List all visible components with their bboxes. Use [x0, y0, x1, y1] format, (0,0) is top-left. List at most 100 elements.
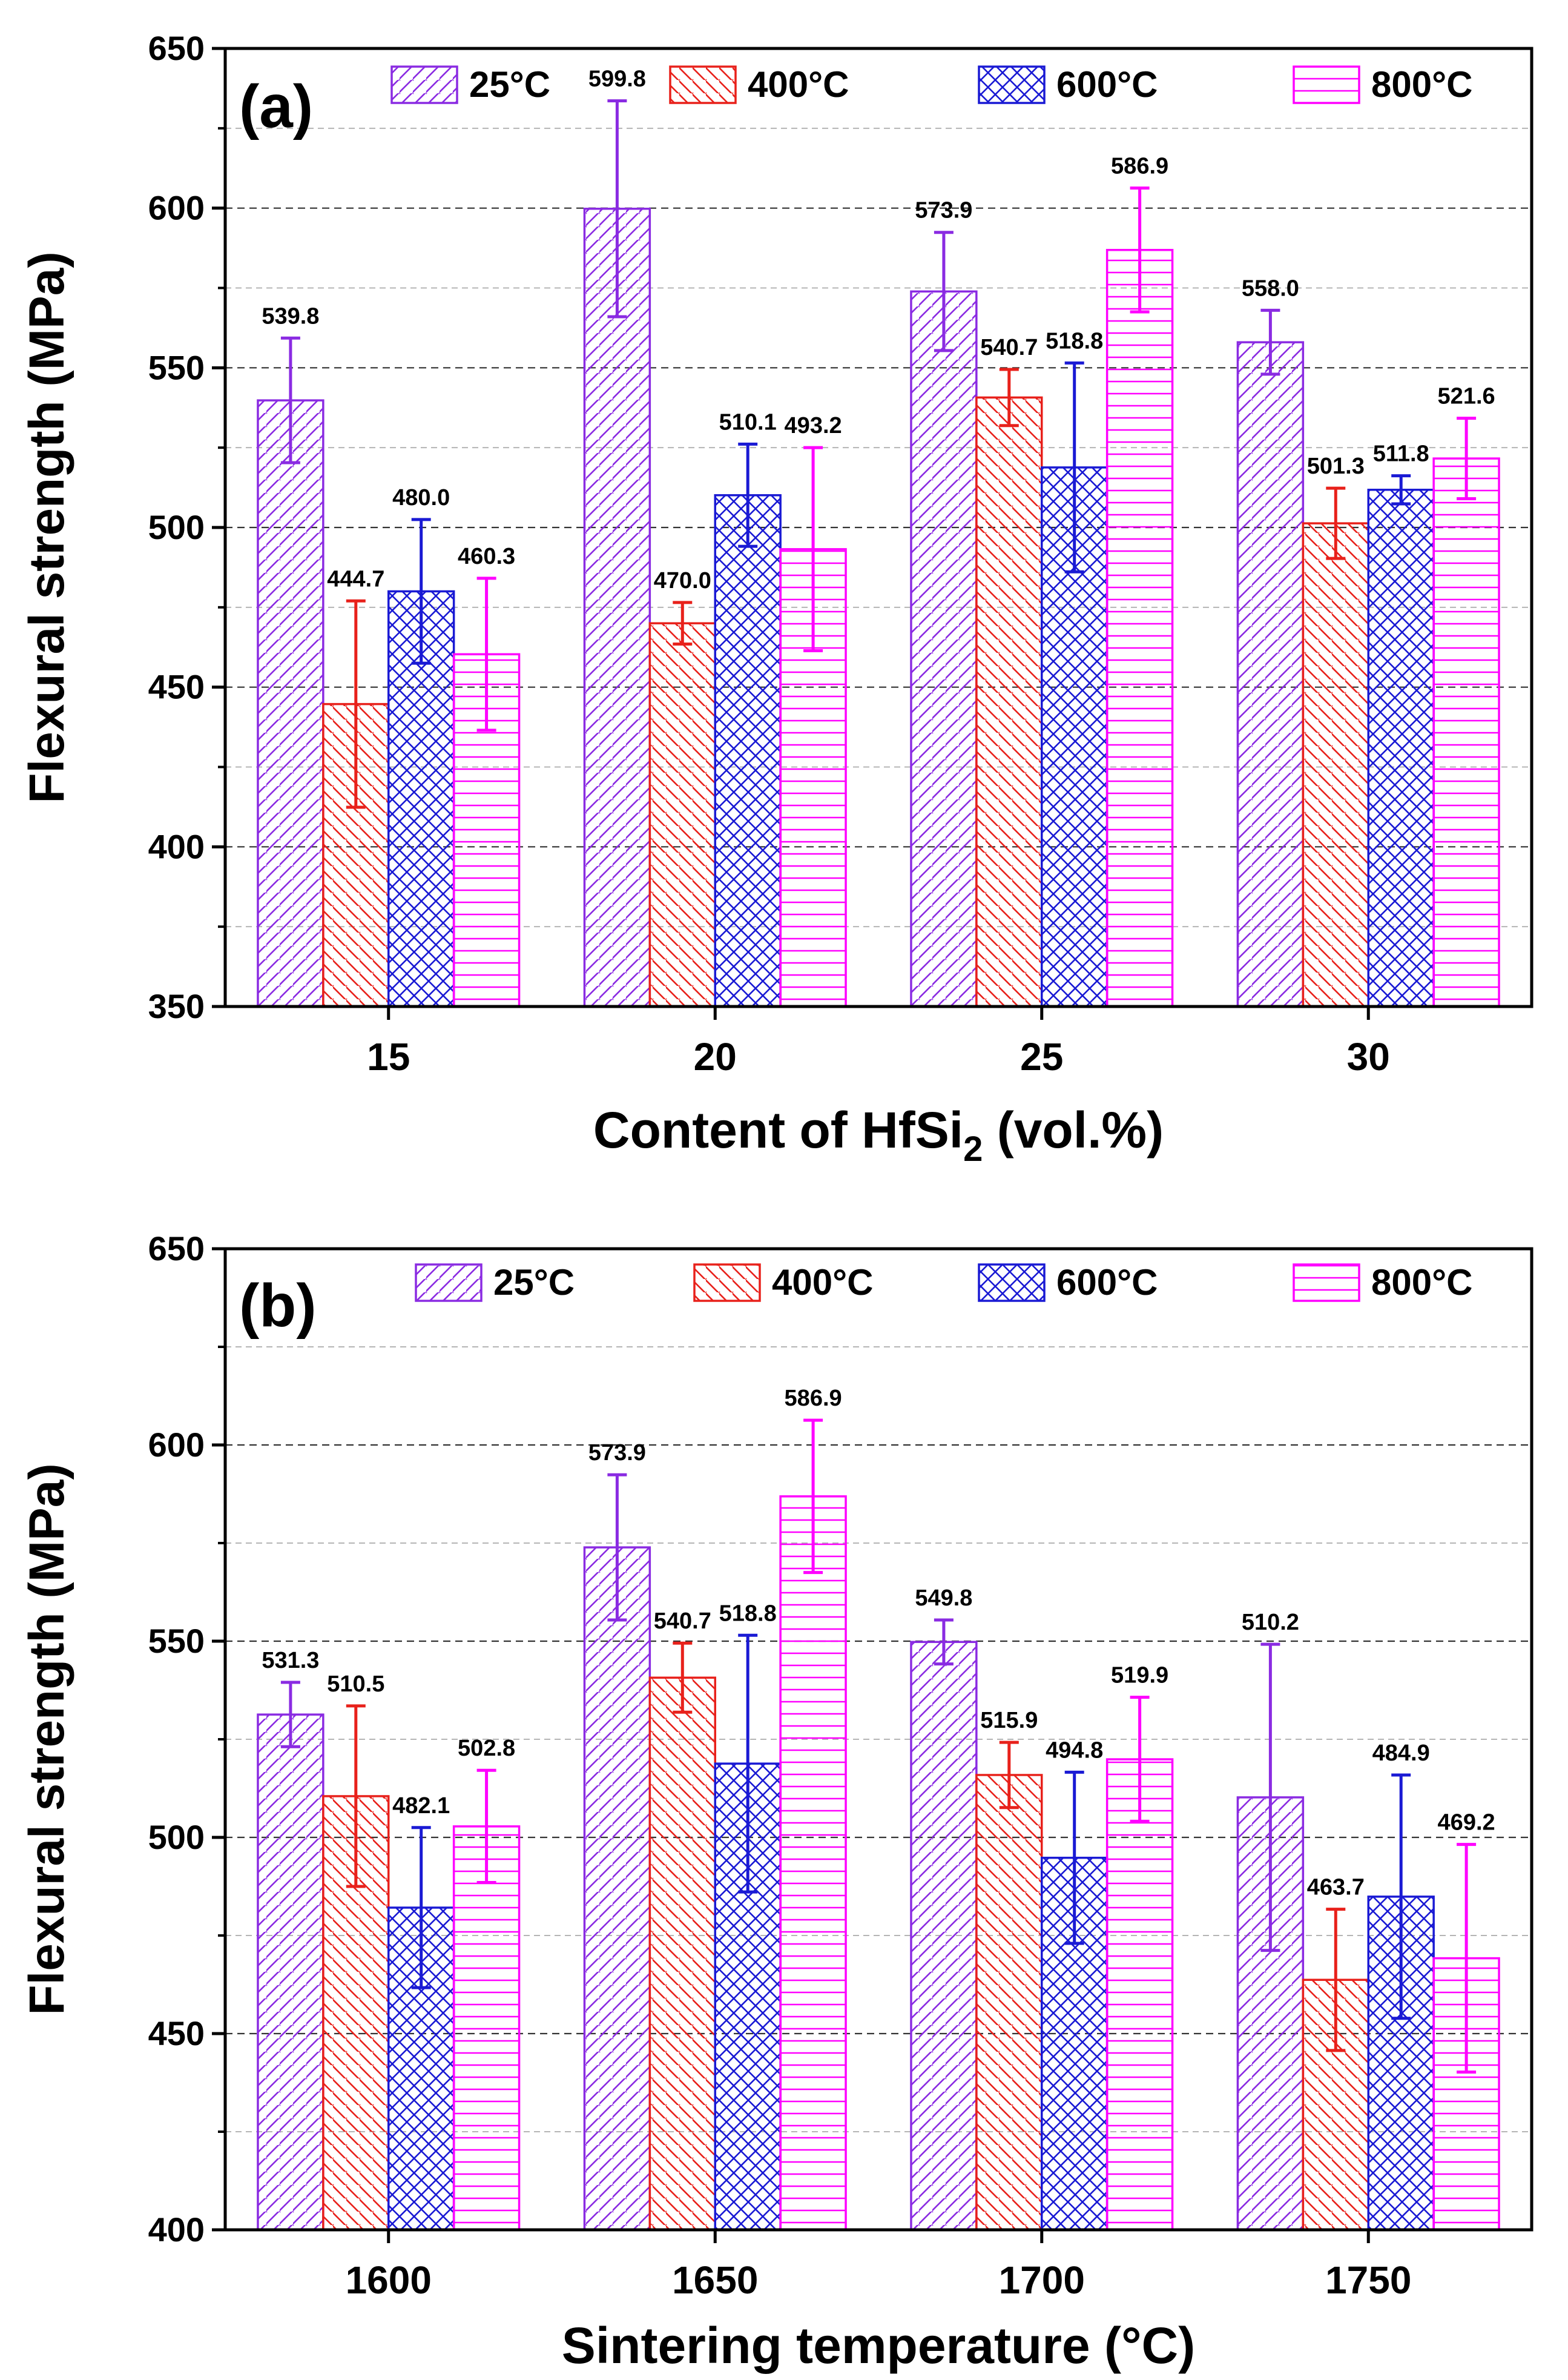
data-label: 519.9 — [1111, 1663, 1168, 1688]
legend-swatch-series-400c — [693, 1263, 761, 1302]
x-axis-title-subscript: 2 — [963, 1129, 983, 1169]
panel-label: (b) — [239, 1272, 317, 1340]
data-label: 444.7 — [327, 566, 384, 592]
bar-600c-20 — [714, 494, 782, 1008]
panel-a-chart: 539.8 599.8 573.9 558.0 444.7 470.0 540.7 501.3… — [19, 29, 1533, 1169]
data-label: 515.9 — [980, 1708, 1038, 1733]
data-label: 482.1 — [392, 1793, 450, 1819]
legend-swatch-series-600c — [978, 65, 1046, 104]
y-tick-label: 450 — [148, 2014, 205, 2052]
x-tick-label: 1750 — [1325, 2258, 1411, 2302]
legend-swatch-series-600c — [978, 1263, 1046, 1302]
bar-400c-25 — [975, 396, 1043, 1008]
panel-label: (a) — [239, 73, 313, 140]
x-tick-label: 30 — [1347, 1035, 1390, 1079]
bar-400c-1700 — [975, 1774, 1043, 2231]
data-label: 573.9 — [588, 1440, 646, 1466]
y-tick-label: 600 — [148, 189, 205, 227]
legend-swatch-series-800c — [1293, 65, 1360, 104]
bar-800c-25 — [1105, 248, 1174, 1008]
data-label: 502.8 — [458, 1736, 515, 1761]
data-label: 540.7 — [980, 335, 1038, 360]
y-axis-title: Flexural strength (MPa) — [19, 251, 74, 803]
data-label: 484.9 — [1372, 1740, 1430, 1766]
data-label: 518.8 — [719, 1601, 777, 1626]
panel-b-chart: 531.3 573.9 549.8 510.2 510.5 540.7 515.9 463.7… — [19, 1229, 1533, 2374]
legend-label-series-400c: 400°C — [748, 64, 849, 105]
bar-800c-30 — [1432, 457, 1500, 1008]
bar-400c-30 — [1302, 522, 1370, 1008]
y-tick-label: 400 — [148, 827, 205, 865]
data-label: 586.9 — [1111, 153, 1168, 179]
bar-400c-20 — [648, 622, 716, 1008]
bar-800c-1750 — [1432, 1957, 1500, 2231]
y-tick-label: 450 — [148, 668, 205, 706]
y-tick-label: 650 — [148, 29, 205, 67]
bar-25c-1600 — [257, 1713, 324, 2231]
legend-swatch-series-400c — [669, 65, 737, 104]
y-tick-label: 350 — [148, 987, 205, 1025]
data-label: 540.7 — [654, 1608, 711, 1634]
x-tick-label: 20 — [694, 1035, 737, 1079]
bar-25c-1700 — [910, 1641, 978, 2231]
data-label: 586.9 — [785, 1386, 842, 1411]
data-label: 480.0 — [392, 485, 450, 511]
data-label: 470.0 — [654, 568, 711, 593]
data-label: 539.8 — [262, 303, 319, 329]
data-label: 501.3 — [1307, 454, 1365, 479]
data-label: 599.8 — [588, 66, 646, 91]
data-label: 558.0 — [1242, 276, 1299, 301]
data-label: 460.3 — [458, 544, 515, 569]
data-label: 518.8 — [1046, 328, 1103, 354]
bar-400c-1650 — [648, 1676, 716, 2231]
x-tick-label: 1700 — [999, 2258, 1085, 2302]
bar-25c-20 — [583, 207, 651, 1008]
legend-label-series-600c: 600°C — [1056, 1262, 1158, 1303]
data-label: 510.5 — [327, 1671, 384, 1697]
data-label: 521.6 — [1438, 384, 1495, 409]
y-tick-label: 550 — [148, 1622, 205, 1660]
legend-label-series-800c: 800°C — [1371, 1262, 1472, 1303]
y-tick-label: 550 — [148, 348, 205, 386]
bar-600c-30 — [1367, 489, 1435, 1008]
y-tick-label: 500 — [148, 508, 205, 546]
data-label: 463.7 — [1307, 1875, 1365, 1900]
data-label: 510.1 — [719, 409, 777, 435]
legend-label-series-25c: 25°C — [493, 1262, 575, 1303]
bar-800c-1700 — [1105, 1758, 1174, 2231]
legend-label-series-600c: 600°C — [1056, 64, 1158, 105]
x-axis-title: Content of HfSi2 (vol.%) — [593, 1102, 1164, 1169]
legend-swatch-series-800c — [1293, 1263, 1360, 1302]
legend-label-series-800c: 800°C — [1371, 64, 1472, 105]
x-tick-label: 1600 — [346, 2258, 432, 2302]
y-tick-label: 500 — [148, 1818, 205, 1856]
data-label: 493.2 — [785, 413, 842, 438]
y-tick-label: 400 — [148, 2210, 205, 2249]
bar-25c-25 — [910, 290, 978, 1008]
legend-label-series-25c: 25°C — [469, 64, 550, 105]
x-tick-label: 25 — [1020, 1035, 1063, 1079]
data-label: 511.8 — [1373, 441, 1429, 467]
y-tick-label: 600 — [148, 1426, 205, 1464]
bar-25c-15 — [257, 399, 324, 1008]
x-tick-label: 1650 — [672, 2258, 758, 2302]
bar-800c-1600 — [452, 1825, 521, 2231]
y-tick-label: 650 — [148, 1229, 205, 1268]
data-label: 549.8 — [915, 1585, 972, 1611]
data-label: 573.9 — [915, 198, 972, 223]
data-label: 531.3 — [262, 1648, 319, 1673]
legend-swatch-series-25c — [390, 65, 458, 104]
data-label: 510.2 — [1242, 1610, 1299, 1635]
legend-swatch-series-25c — [415, 1263, 483, 1302]
bar-25c-1650 — [583, 1546, 651, 2231]
legend-label-series-400c: 400°C — [772, 1262, 873, 1303]
x-axis-title-main: Sintering temperature (°C) — [562, 2317, 1195, 2374]
bar-25c-30 — [1236, 341, 1305, 1008]
x-axis-title: Sintering temperature (°C) — [562, 2317, 1195, 2374]
x-axis-title-tail: (vol.%) — [983, 1102, 1164, 1159]
x-tick-label: 15 — [367, 1035, 410, 1079]
bar-800c-1650 — [779, 1495, 847, 2231]
y-axis-title: Flexural strength (MPa) — [19, 1463, 74, 2015]
data-label: 494.8 — [1046, 1737, 1103, 1763]
